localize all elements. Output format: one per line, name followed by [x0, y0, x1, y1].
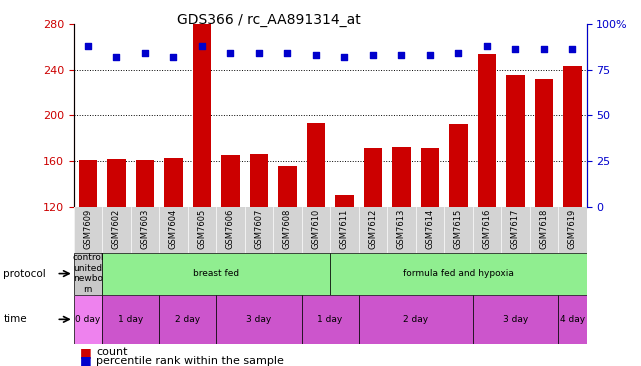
- Text: GSM7611: GSM7611: [340, 209, 349, 249]
- Point: [197, 43, 207, 49]
- Bar: [358, 295, 472, 344]
- Bar: [136, 160, 154, 344]
- Text: percentile rank within the sample: percentile rank within the sample: [96, 355, 284, 366]
- Text: GSM7604: GSM7604: [169, 209, 178, 249]
- Point: [538, 46, 549, 52]
- Bar: [278, 165, 297, 344]
- Point: [339, 54, 349, 60]
- Bar: [102, 253, 330, 295]
- Text: GSM7608: GSM7608: [283, 209, 292, 250]
- Bar: [330, 253, 587, 295]
- Text: GSM7616: GSM7616: [482, 209, 491, 250]
- Point: [368, 52, 378, 58]
- Point: [83, 43, 93, 49]
- Bar: [193, 23, 211, 344]
- Text: GSM7617: GSM7617: [511, 209, 520, 250]
- Bar: [249, 154, 268, 344]
- Text: control
united
newbo
rn: control united newbo rn: [72, 254, 104, 294]
- Bar: [472, 295, 558, 344]
- Point: [453, 50, 463, 56]
- Bar: [563, 66, 581, 344]
- Text: GSM7602: GSM7602: [112, 209, 121, 249]
- Text: GSM7614: GSM7614: [426, 209, 435, 249]
- Text: GSM7603: GSM7603: [140, 209, 149, 250]
- Bar: [216, 295, 302, 344]
- Point: [567, 46, 578, 52]
- Point: [481, 43, 492, 49]
- Text: time: time: [3, 314, 27, 324]
- Text: GSM7613: GSM7613: [397, 209, 406, 250]
- Text: 3 day: 3 day: [246, 315, 272, 324]
- Point: [169, 54, 179, 60]
- Text: 0 day: 0 day: [76, 315, 101, 324]
- Text: GSM7612: GSM7612: [369, 209, 378, 249]
- Text: GSM7609: GSM7609: [83, 209, 92, 249]
- Bar: [558, 295, 587, 344]
- Text: GSM7615: GSM7615: [454, 209, 463, 249]
- Text: 2 day: 2 day: [175, 315, 200, 324]
- Text: ■: ■: [80, 354, 92, 366]
- Text: 2 day: 2 day: [403, 315, 428, 324]
- Text: ■: ■: [80, 346, 92, 359]
- Text: count: count: [96, 347, 128, 357]
- Point: [311, 52, 321, 58]
- Text: GSM7606: GSM7606: [226, 209, 235, 250]
- Text: GSM7610: GSM7610: [312, 209, 320, 249]
- Text: 1 day: 1 day: [118, 315, 144, 324]
- Bar: [478, 53, 496, 344]
- Point: [425, 52, 435, 58]
- Bar: [221, 155, 240, 344]
- Bar: [102, 295, 159, 344]
- Bar: [506, 75, 524, 344]
- Point: [282, 50, 292, 56]
- Text: GSM7618: GSM7618: [539, 209, 548, 250]
- Bar: [107, 159, 126, 344]
- Bar: [74, 295, 102, 344]
- Point: [396, 52, 406, 58]
- Point: [112, 54, 122, 60]
- Point: [225, 50, 235, 56]
- Bar: [302, 295, 358, 344]
- Bar: [159, 295, 216, 344]
- Bar: [535, 79, 553, 344]
- Bar: [74, 253, 102, 295]
- Bar: [449, 124, 467, 344]
- Point: [254, 50, 264, 56]
- Text: protocol: protocol: [3, 269, 46, 279]
- Text: 3 day: 3 day: [503, 315, 528, 324]
- Text: 4 day: 4 day: [560, 315, 585, 324]
- Bar: [392, 147, 411, 344]
- Bar: [363, 149, 382, 344]
- Bar: [335, 195, 354, 344]
- Text: GSM7619: GSM7619: [568, 209, 577, 249]
- Text: GDS366 / rc_AA891314_at: GDS366 / rc_AA891314_at: [178, 13, 361, 27]
- Bar: [420, 149, 439, 344]
- Text: 1 day: 1 day: [317, 315, 343, 324]
- Bar: [306, 123, 325, 344]
- Bar: [164, 158, 183, 344]
- Text: formula fed and hypoxia: formula fed and hypoxia: [403, 269, 513, 278]
- Text: GSM7607: GSM7607: [254, 209, 263, 250]
- Bar: [79, 160, 97, 344]
- Point: [140, 50, 150, 56]
- Text: GSM7605: GSM7605: [197, 209, 206, 249]
- Text: breast fed: breast fed: [193, 269, 239, 278]
- Point: [510, 46, 520, 52]
